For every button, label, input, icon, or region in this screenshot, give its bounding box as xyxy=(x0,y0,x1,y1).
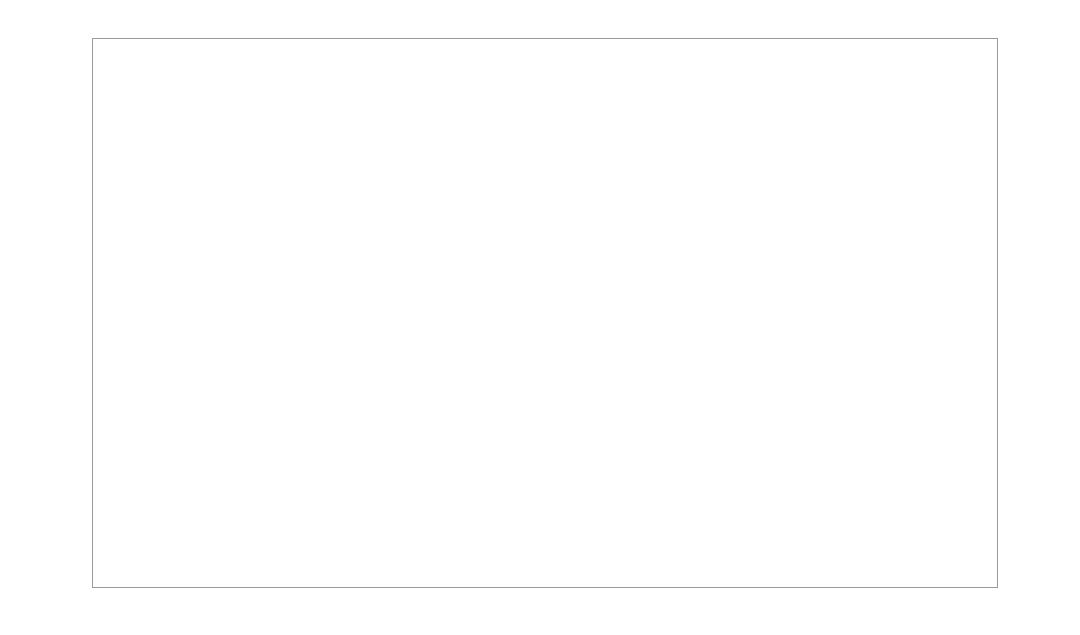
bar-series xyxy=(301,73,961,514)
x-axis-line xyxy=(295,512,965,515)
plot-area xyxy=(301,73,961,514)
chart-panel xyxy=(92,38,998,588)
